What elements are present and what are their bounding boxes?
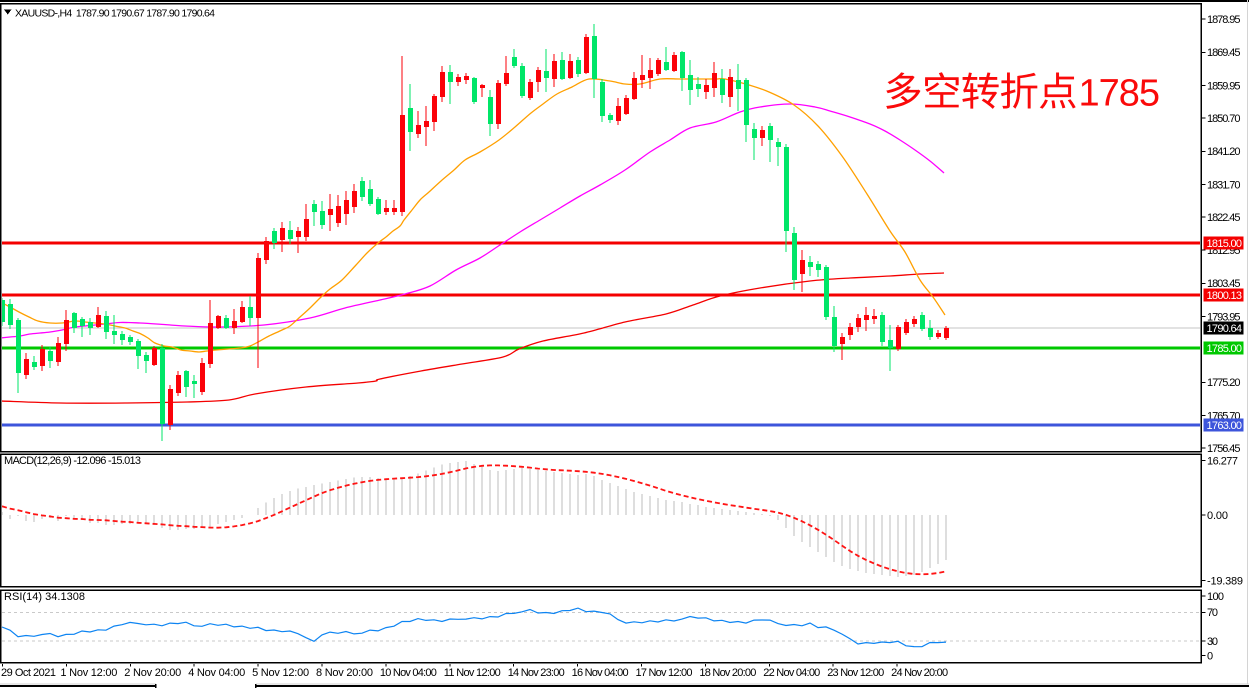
svg-text:MACD(12,26,9) -12.096 -15.013: MACD(12,26,9) -12.096 -15.013	[4, 455, 141, 467]
svg-text:5 Nov 12:00: 5 Nov 12:00	[252, 667, 309, 679]
svg-text:1850.70: 1850.70	[1207, 113, 1241, 125]
svg-text:30: 30	[1207, 636, 1218, 648]
svg-text:1859.95: 1859.95	[1207, 81, 1241, 93]
svg-text:1878.95: 1878.95	[1207, 14, 1241, 26]
svg-text:70: 70	[1207, 607, 1218, 619]
svg-text:16 Nov 04:00: 16 Nov 04:00	[572, 667, 629, 679]
svg-text:1822.45: 1822.45	[1207, 212, 1241, 224]
svg-text:1763.00: 1763.00	[1207, 420, 1243, 432]
svg-text:0.00: 0.00	[1207, 510, 1228, 522]
svg-text:8 Nov 20:00: 8 Nov 20:00	[316, 667, 373, 679]
svg-text:2 Nov 20:00: 2 Nov 20:00	[124, 667, 181, 679]
svg-text:XAUUSD-,H4 1787.90 1790.67 17: XAUUSD-,H4 1787.90 1790.67 1787.90 1790.…	[15, 8, 215, 20]
svg-text:1841.20: 1841.20	[1207, 146, 1241, 158]
svg-text:1793.95: 1793.95	[1207, 311, 1241, 323]
svg-text:1869.45: 1869.45	[1207, 47, 1241, 59]
svg-text:17 Nov 12:00: 17 Nov 12:00	[636, 667, 693, 679]
svg-text:1756.45: 1756.45	[1207, 443, 1241, 455]
svg-text:29 Oct 2021: 29 Oct 2021	[1, 667, 56, 679]
svg-text:100: 100	[1207, 591, 1224, 603]
svg-text:RSI(14) 34.1308: RSI(14) 34.1308	[4, 591, 85, 603]
svg-text:1815.00: 1815.00	[1207, 238, 1243, 250]
svg-text:16.277: 16.277	[1207, 455, 1238, 467]
svg-text:11 Nov 12:00: 11 Nov 12:00	[444, 667, 501, 679]
svg-text:18 Nov 20:00: 18 Nov 20:00	[699, 667, 756, 679]
svg-text:14 Nov 23:00: 14 Nov 23:00	[508, 667, 565, 679]
svg-text:1 Nov 12:00: 1 Nov 12:00	[60, 667, 117, 679]
svg-text:1790.64: 1790.64	[1207, 323, 1243, 335]
svg-text:24 Nov 20:00: 24 Nov 20:00	[891, 667, 948, 679]
svg-text:1775.20: 1775.20	[1207, 377, 1241, 389]
svg-text:10 Nov 04:00: 10 Nov 04:00	[380, 667, 437, 679]
svg-text:1785: 1785	[1079, 73, 1160, 115]
svg-text:1800.13: 1800.13	[1207, 290, 1243, 302]
svg-text:23 Nov 12:00: 23 Nov 12:00	[827, 667, 884, 679]
svg-text:1785.00: 1785.00	[1207, 343, 1243, 355]
svg-text:22 Nov 04:00: 22 Nov 04:00	[763, 667, 820, 679]
svg-text:1803.45: 1803.45	[1207, 278, 1241, 290]
svg-text:0: 0	[1207, 650, 1213, 662]
svg-text:1831.70: 1831.70	[1207, 179, 1241, 191]
svg-text:4 Nov 04:00: 4 Nov 04:00	[188, 667, 245, 679]
svg-text:-19.389: -19.389	[1207, 575, 1243, 587]
